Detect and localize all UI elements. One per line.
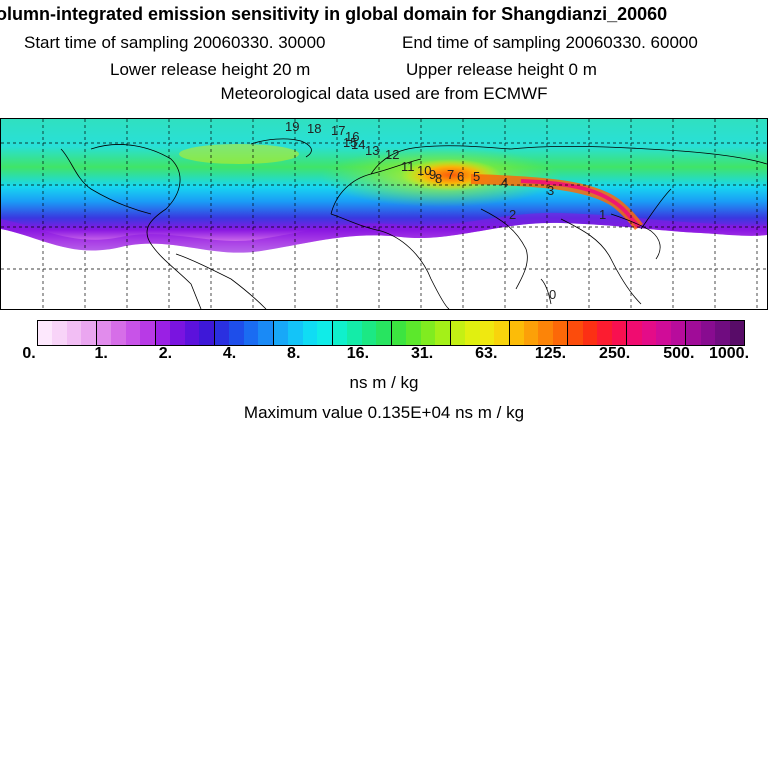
colorbar-segment (479, 321, 495, 345)
contour-label: 12 (385, 147, 399, 162)
contour-label: 6 (457, 169, 464, 184)
colorbar-segment (700, 321, 716, 345)
colorbar-tick-label: 125. (534, 345, 567, 362)
colorbar-segment (317, 321, 333, 345)
met-data-label: Meteorological data used are from ECMWF (220, 84, 548, 103)
colorbar-segment (376, 321, 392, 345)
contour-label: 2 (509, 207, 516, 222)
colorbar-tick-label: 4. (222, 345, 237, 362)
colorbar-segment (243, 321, 259, 345)
colorbar-segment (155, 321, 171, 345)
colorbar-segment (627, 321, 642, 345)
colorbar-segment (450, 321, 466, 345)
colorbar-segment (552, 321, 569, 345)
colorbar-segment (670, 321, 687, 345)
colorbar-segment (38, 321, 53, 345)
colorbar-segment (125, 321, 141, 345)
colorbar-tick-label: 63. (475, 345, 498, 362)
colorbar-tick-label: 0. (22, 345, 36, 362)
colorbar-tick-label: 16. (346, 345, 370, 362)
colorbar-segment (715, 321, 730, 345)
contour-label: 9 (429, 167, 436, 182)
colorbar-tick-label: 1000. (708, 345, 750, 362)
contour-label: 5 (473, 169, 480, 184)
colorbar (37, 320, 745, 346)
contour-label: 0 (549, 287, 556, 302)
colorbar-segment (686, 321, 701, 345)
colorbar-segment (509, 321, 524, 345)
colorbar-segment (184, 321, 200, 345)
colorbar-segment (641, 321, 657, 345)
upper-release-label: Upper release height 0 m (406, 60, 597, 79)
colorbar-segment (729, 321, 745, 345)
colorbar-segment (406, 321, 421, 345)
colorbar-segment (435, 321, 451, 345)
colorbar-segment (288, 321, 303, 345)
colorbar-segment (332, 321, 348, 345)
colorbar-segment (494, 321, 510, 345)
arctic-warm-patch (179, 144, 299, 164)
contour-label: 1 (599, 207, 606, 222)
end-time-label: End time of sampling 20060330. 60000 (402, 33, 698, 52)
colorbar-segment (229, 321, 244, 345)
purple-band (1, 212, 767, 253)
contour-labels: 19 18 17 16 15 14 13 12 11 10 9 8 7 6 5 … (285, 119, 606, 302)
colorbar-segment (523, 321, 539, 345)
colorbar-segment (214, 321, 230, 345)
plot-title: olumn-integrated emission sensitivity in… (0, 4, 668, 24)
colorbar-tick-label: 500. (663, 345, 695, 362)
colorbar-tick-label: 2. (158, 345, 173, 362)
lower-release-label: Lower release height 20 m (110, 60, 311, 79)
colorbar-segment (52, 321, 67, 345)
colorbar-segment (96, 321, 112, 345)
contour-label: 17 (331, 123, 345, 138)
colorbar-segment (66, 321, 82, 345)
units-label: ns m / kg (349, 373, 419, 392)
colorbar-segment (538, 321, 553, 345)
start-time-label: Start time of sampling 20060330. 30000 (24, 33, 326, 52)
contour-label: 13 (365, 143, 379, 158)
emission-sensitivity-map: 19 18 17 16 15 14 13 12 11 10 9 8 7 6 5 … (0, 118, 768, 310)
colorbar-segment (273, 321, 289, 345)
colorbar-segment (420, 321, 436, 345)
contour-label: 14 (351, 137, 365, 152)
contour-label: 18 (307, 121, 321, 136)
graticule (1, 119, 767, 309)
max-value-label: Maximum value 0.135E+04 ns m / kg (243, 403, 525, 422)
colorbar-segment (347, 321, 362, 345)
contour-label: 8 (435, 171, 442, 186)
colorbar-segment (258, 321, 274, 345)
colorbar-segment (465, 321, 480, 345)
colorbar-segment (199, 321, 215, 345)
colorbar-segment (391, 321, 407, 345)
contour-label: 11 (401, 159, 415, 174)
contour-label: 7 (447, 167, 454, 182)
contour-label: 19 (285, 119, 299, 134)
colorbar-tick-label: 1. (94, 345, 108, 362)
colorbar-segment (111, 321, 126, 345)
contour-label: 10 (417, 163, 431, 178)
contour-label: 4 (501, 175, 508, 190)
colorbar-segment (611, 321, 628, 345)
coastlines (60, 138, 767, 309)
colorbar-tick-label: 31. (410, 345, 434, 362)
colorbar-segment (597, 321, 612, 345)
colorbar-segment (582, 321, 598, 345)
colorbar-segment (361, 321, 377, 345)
colorbar-segment (170, 321, 185, 345)
colorbar-segment (568, 321, 583, 345)
colorbar-tick-label: 8. (287, 345, 301, 362)
colorbar-segment (81, 321, 97, 345)
plume-core (520, 179, 641, 229)
colorbar-tick-label: 250. (599, 345, 631, 362)
colorbar-segment (302, 321, 318, 345)
contour-label: 15 (343, 135, 357, 150)
colorbar-segment (140, 321, 156, 345)
contour-label: 16 (345, 129, 359, 144)
map-svg: 19 18 17 16 15 14 13 12 11 10 9 8 7 6 5 … (1, 119, 767, 309)
contour-label: 3 (547, 183, 554, 198)
colorbar-segment (656, 321, 671, 345)
